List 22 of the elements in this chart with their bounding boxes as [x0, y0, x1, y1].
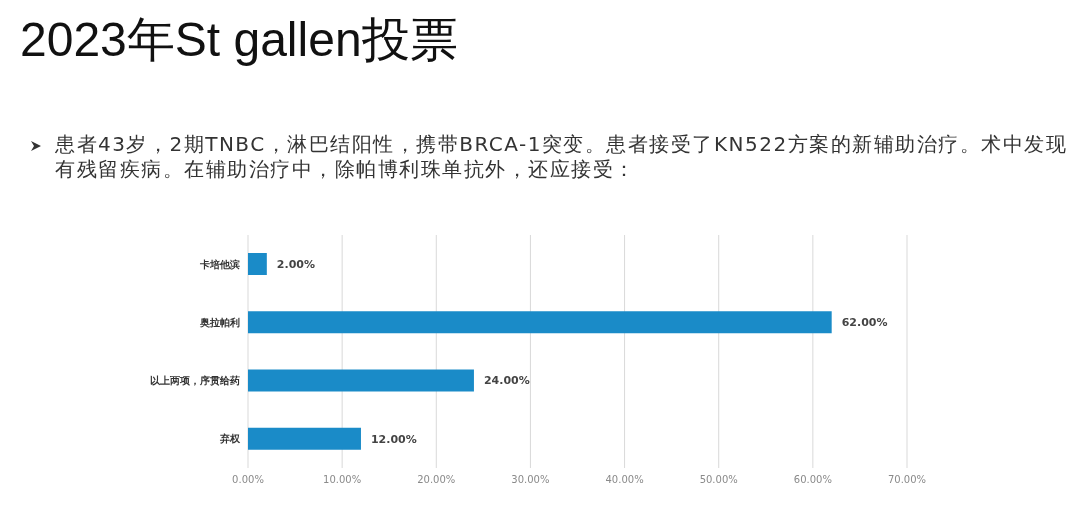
- chart-title: 2023年St gallen投票: [20, 12, 458, 68]
- data-label: 12.00%: [370, 432, 417, 446]
- y-tick-label: 卡培他滨: [199, 258, 240, 270]
- y-tick-label: 弃权: [219, 433, 241, 445]
- data-label: 2.00%: [276, 257, 315, 271]
- x-tick-label: 50.00%: [699, 474, 738, 486]
- x-tick-label: 70.00%: [887, 474, 927, 486]
- x-tick-label: 0.00%: [232, 474, 264, 486]
- bar: [248, 311, 832, 334]
- bar: [248, 369, 474, 392]
- y-tick-label: 奥拉帕利: [199, 316, 240, 328]
- data-label: 24.00%: [483, 374, 530, 388]
- x-tick-label: 60.00%: [793, 474, 832, 486]
- bar: [248, 253, 267, 275]
- y-tick-label: 以上两项，序贯给药: [150, 375, 240, 387]
- x-tick-label: 30.00%: [511, 474, 550, 486]
- x-tick-label: 20.00%: [417, 474, 456, 486]
- data-label: 62.00%: [841, 316, 888, 330]
- x-tick-label: 40.00%: [605, 474, 644, 486]
- x-tick-label: 10.00%: [323, 474, 362, 486]
- chart-subtitle: 患者43岁，2期TNBC，淋巴结阳性，携带BRCA-1突变。患者接受了KN522方案的新辅助治疗。术中发现有残留疾病。在辅助治疗中，除帕博利珠单抗外，还应接受：: [55, 132, 1069, 182]
- bar: [248, 427, 361, 450]
